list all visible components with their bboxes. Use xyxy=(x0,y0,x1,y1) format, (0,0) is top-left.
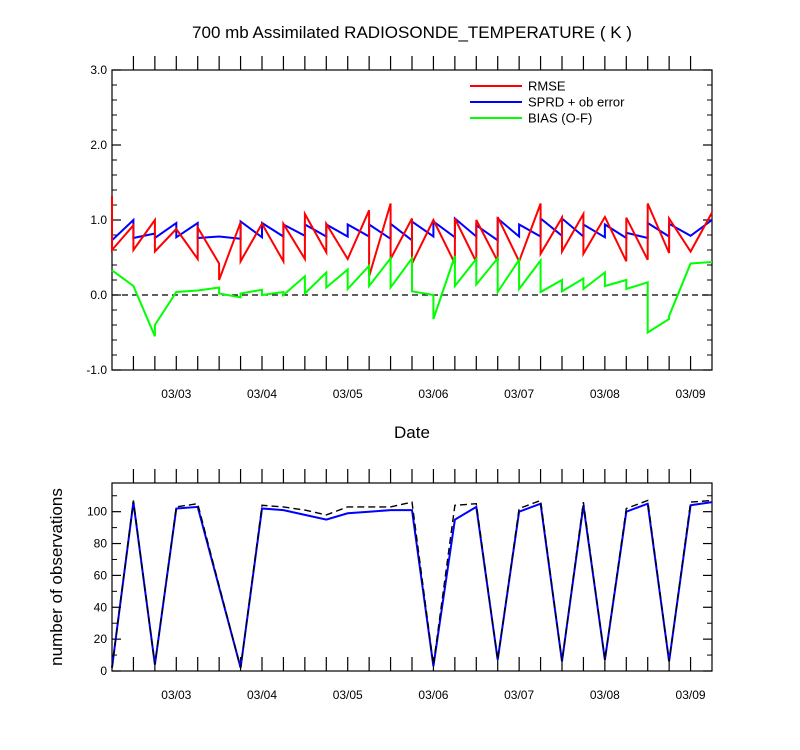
x-tick-label: 03/04 xyxy=(247,387,277,401)
y-tick-label: 60 xyxy=(94,568,108,582)
bottom-plot: 0 20 40 60 80 100 03/03 03/04 03/05 03/06 03/07 03/… xyxy=(87,469,713,702)
legend-label-bias-o-f: BIAS (O-F) xyxy=(528,111,592,126)
y-tick-label: 0 xyxy=(100,664,107,678)
x-tick-label: 03/03 xyxy=(161,387,191,401)
x-tick-label: 03/05 xyxy=(333,688,363,702)
x-tick-label: 03/07 xyxy=(504,688,534,702)
y-tick-label: -1.0 xyxy=(86,363,107,377)
top-plot: -1.0 0.0 1.0 2.0 3.0 03/03 03/04 03/05 03/06 03/0… xyxy=(86,56,713,401)
x-tick-label: 03/08 xyxy=(590,387,620,401)
series-line-assimilated xyxy=(111,501,713,669)
y-tick-label: 2.0 xyxy=(90,138,107,152)
y-tick-label: 100 xyxy=(87,505,107,519)
x-tick-label: 03/03 xyxy=(161,688,191,702)
series-line-bias-o-f xyxy=(111,255,713,337)
x-tick-label: 03/06 xyxy=(418,688,448,702)
x-tick-label: 03/09 xyxy=(676,688,706,702)
series-line-possible xyxy=(111,499,713,668)
y-axis-label-observations: number of observations xyxy=(47,488,66,666)
y-tick-label: 0.0 xyxy=(90,288,107,302)
y-tick-label: 40 xyxy=(94,600,108,614)
x-tick-label: 03/08 xyxy=(590,688,620,702)
x-tick-label: 03/06 xyxy=(418,387,448,401)
y-tick-label: 3.0 xyxy=(90,63,107,77)
y-tick-label: 20 xyxy=(94,632,108,646)
x-axis-label: Date xyxy=(394,423,430,442)
y-tick-label: 80 xyxy=(94,537,108,551)
legend-label-rmse: RMSE xyxy=(528,79,566,94)
x-tick-label: 03/04 xyxy=(247,688,277,702)
legend-label-sprd-ob-error: SPRD + ob error xyxy=(528,95,625,110)
series-line-rmse xyxy=(111,196,713,281)
x-tick-label: 03/05 xyxy=(333,387,363,401)
x-tick-label: 03/07 xyxy=(504,387,534,401)
x-tick-label: 03/09 xyxy=(676,387,706,401)
chart-title: 700 mb Assimilated RADIOSONDE_TEMPERATUR… xyxy=(192,23,632,42)
y-tick-label: 1.0 xyxy=(90,213,107,227)
